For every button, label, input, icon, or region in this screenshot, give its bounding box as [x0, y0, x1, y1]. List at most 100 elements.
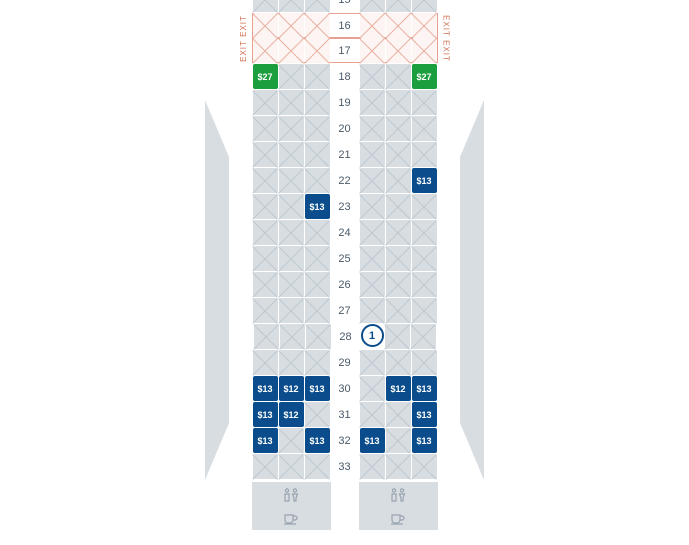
seat-taken	[386, 38, 411, 63]
seat-available[interactable]: $12	[386, 376, 411, 401]
seat-selected[interactable]: 1	[361, 324, 384, 347]
seat-taken	[305, 116, 330, 141]
seat-taken	[386, 13, 411, 38]
seat-group-right	[360, 38, 437, 63]
seat-row: 15	[253, 0, 437, 12]
seat-taken	[253, 350, 278, 375]
seat-taken	[253, 298, 278, 323]
seat-taken	[360, 272, 385, 297]
seat-taken	[412, 194, 437, 219]
seat-row: 33	[253, 454, 437, 479]
seat-row: $13$12$1330$12$13	[253, 376, 437, 401]
seat-group-left: $27	[253, 64, 330, 89]
seat-available[interactable]: $13	[412, 168, 437, 193]
seat-taken	[279, 246, 304, 271]
seat-taken	[412, 220, 437, 245]
row-number: 21	[331, 149, 359, 161]
seat-row: 24	[253, 220, 437, 245]
seat-taken	[305, 142, 330, 167]
seat-taken	[305, 454, 330, 479]
seat-available[interactable]: $13	[412, 428, 437, 453]
seat-taken	[305, 13, 330, 38]
exit-label: EXIT	[239, 15, 248, 37]
seat-taken	[279, 142, 304, 167]
seat-taken	[412, 298, 437, 323]
seat-row: $13$1332$13$13	[253, 428, 437, 453]
seat-group-left	[253, 220, 330, 245]
seat-group-left: $13 $13	[253, 428, 330, 453]
seat-group-left	[254, 324, 331, 349]
seat-taken	[386, 142, 411, 167]
seat-taken	[305, 168, 330, 193]
seat-row: 27	[253, 298, 437, 323]
seat-taken	[360, 168, 385, 193]
row-number: 17	[331, 45, 359, 57]
seat-group-left	[253, 0, 330, 12]
seat-available[interactable]: $27	[412, 64, 437, 89]
seat-row: 29	[253, 350, 437, 375]
exit-row: EXITEXIT16	[252, 13, 438, 38]
row-number: 26	[331, 279, 359, 291]
seat-taken	[305, 38, 330, 63]
seat-available[interactable]: $13	[253, 428, 278, 453]
lavatory-icon	[389, 488, 407, 502]
seat-row: 21	[253, 142, 437, 167]
seat-available[interactable]: $12	[279, 376, 304, 401]
seat-available[interactable]: $13	[305, 194, 330, 219]
seat-taken	[386, 116, 411, 141]
seat-row: $13$1231$13	[253, 402, 437, 427]
seat-row: 26	[253, 272, 437, 297]
seat-available[interactable]: $13	[305, 428, 330, 453]
seat-taken	[412, 13, 437, 38]
seat-taken	[412, 142, 437, 167]
seat-taken	[360, 116, 385, 141]
seat-taken	[360, 402, 385, 427]
seat-taken	[279, 428, 304, 453]
seat-taken	[411, 324, 436, 349]
seat-taken	[279, 0, 304, 12]
seat-available[interactable]: $13	[412, 402, 437, 427]
seat-taken	[360, 64, 385, 89]
seat-row: 19	[253, 90, 437, 115]
seat-taken	[412, 90, 437, 115]
seat-group-left	[253, 13, 330, 38]
seat-taken	[305, 246, 330, 271]
seat-available[interactable]: $13	[360, 428, 385, 453]
seat-row: $2718$27	[253, 64, 437, 89]
seat-row: 22 $13	[253, 168, 437, 193]
seat-available[interactable]: $13	[412, 376, 437, 401]
seat-available[interactable]: $13	[253, 376, 278, 401]
seat-available[interactable]: $13	[305, 376, 330, 401]
seat-taken	[279, 220, 304, 245]
galley	[252, 482, 331, 530]
row-number: 22	[331, 175, 359, 187]
seat-taken	[279, 168, 304, 193]
seat-available[interactable]: $13	[253, 402, 278, 427]
seat-group-left	[253, 246, 330, 271]
seat-group-right: $27	[360, 64, 437, 89]
row-number: 23	[331, 201, 359, 213]
seat-group-right	[360, 116, 437, 141]
fuselage-left	[205, 100, 229, 480]
seat-taken	[279, 13, 304, 38]
seat-taken	[253, 272, 278, 297]
seat-taken	[386, 272, 411, 297]
row-number: 25	[331, 253, 359, 265]
seat-taken	[360, 454, 385, 479]
seat-group-right: $12$13	[360, 376, 437, 401]
exit-label: EXIT	[239, 40, 248, 62]
seat-taken	[412, 246, 437, 271]
seat-taken	[279, 298, 304, 323]
seat-taken	[279, 350, 304, 375]
seat-row: 20	[253, 116, 437, 141]
seat-taken	[360, 246, 385, 271]
seat-group-right	[360, 90, 437, 115]
seat-taken	[279, 64, 304, 89]
seat-taken	[360, 220, 385, 245]
seat-taken	[253, 90, 278, 115]
seat-group-right: $13	[360, 168, 437, 193]
seat-taken	[280, 324, 305, 349]
seat-available[interactable]: $27	[253, 64, 278, 89]
galley	[359, 482, 438, 530]
seat-available[interactable]: $12	[279, 402, 304, 427]
